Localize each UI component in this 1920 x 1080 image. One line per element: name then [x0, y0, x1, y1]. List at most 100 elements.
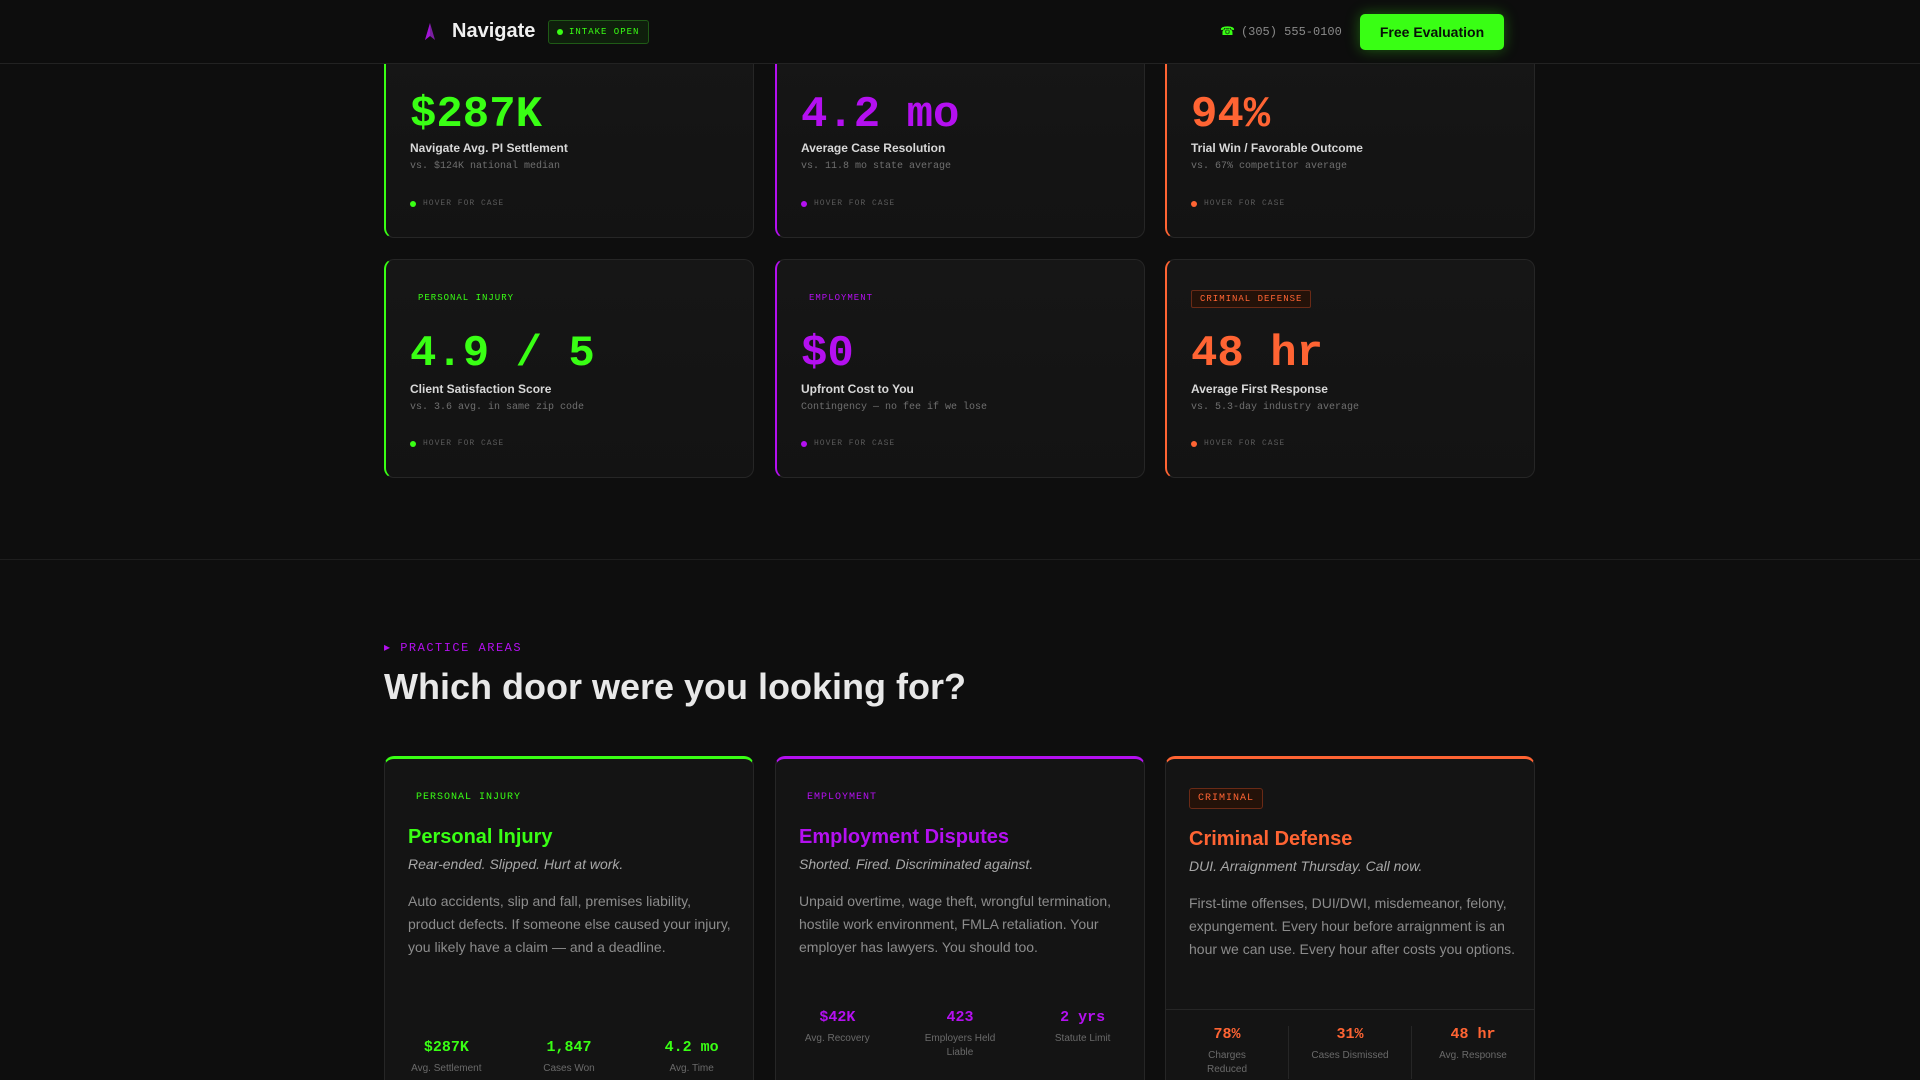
- practice-stat-value: 48 hr: [1450, 1026, 1496, 1043]
- section-divider: [0, 559, 1920, 560]
- hint-dot-icon: [410, 200, 416, 207]
- practice-description: First-time offenses, DUI/DWI, misdemeano…: [1189, 895, 1516, 957]
- practice-stats: $42K Avg. Recovery 423 Employers Held Li…: [776, 1009, 1144, 1060]
- hover-hint: HOVER FOR CASE: [1191, 199, 1285, 208]
- stat-card-trial-win[interactable]: 94% Trial Win / Favorable Outcome vs. 67…: [1165, 40, 1535, 238]
- stat-label: Navigate Avg. PI Settlement: [410, 141, 568, 155]
- category-tag: PERSONAL INJURY: [416, 792, 522, 803]
- stat-value: $287K: [410, 90, 543, 140]
- category-tag: CRIMINAL: [1189, 788, 1264, 809]
- practice-stat-label: Cases Dismissed: [1311, 1050, 1389, 1061]
- practice-stat: $287K Avg. Settlement: [385, 1039, 508, 1076]
- practice-stat: 4.2 mo Avg. Time: [630, 1039, 753, 1076]
- stat-card-first-response[interactable]: CRIMINAL DEFENSE 48 hr Average First Res…: [1165, 259, 1535, 478]
- stat-comparison: Contingency — no fee if we lose: [801, 402, 988, 413]
- practice-tagline: Rear-ended. Slipped. Hurt at work.: [408, 856, 624, 872]
- intake-status-label: INTAKE OPEN: [569, 27, 640, 37]
- practice-stat-label: Statute Limit: [1054, 1033, 1111, 1044]
- practice-stat-value: 31%: [1336, 1026, 1364, 1043]
- stat-value: 4.9 / 5: [410, 329, 595, 379]
- stat-card-satisfaction[interactable]: PERSONAL INJURY 4.9 / 5 Client Satisfact…: [384, 259, 754, 478]
- stat-comparison: vs. 3.6 avg. in same zip code: [410, 402, 585, 413]
- compass-icon[interactable]: [421, 22, 439, 42]
- practice-stat-value: 78%: [1213, 1026, 1241, 1043]
- practice-title[interactable]: Personal Injury: [408, 826, 553, 848]
- hover-hint-label: HOVER FOR CASE: [423, 439, 505, 448]
- hover-hint: HOVER FOR CASE: [801, 439, 895, 448]
- hover-hint: HOVER FOR CASE: [410, 439, 504, 448]
- practice-stat-value: $42K: [819, 1009, 856, 1026]
- hint-dot-icon: [410, 440, 416, 447]
- stat-value: 94%: [1191, 90, 1271, 140]
- status-dot-icon: [557, 29, 563, 35]
- category-tag: CRIMINAL DEFENSE: [1191, 290, 1312, 308]
- hover-hint: HOVER FOR CASE: [410, 199, 504, 208]
- practice-stat-label: Avg. Recovery: [804, 1033, 870, 1044]
- practice-stat-label: Cases Won: [543, 1063, 595, 1074]
- free-evaluation-button[interactable]: Free Evaluation: [1360, 14, 1504, 50]
- practice-card-personal-injury[interactable]: PERSONAL INJURY Personal Injury Rear-end…: [384, 756, 754, 1080]
- category-tag: EMPLOYMENT: [809, 293, 874, 303]
- practice-stat: 78% Charges Reduced: [1166, 1026, 1288, 1079]
- site-header: Navigate INTAKE OPEN ☎ (305) 555-0100 Fre…: [0, 0, 1920, 64]
- practice-stat-value: 2 yrs: [1060, 1009, 1106, 1026]
- hover-hint: HOVER FOR CASE: [1191, 439, 1285, 448]
- hint-dot-icon: [801, 200, 807, 207]
- practice-stat: 48 hr Avg. Response: [1411, 1026, 1534, 1079]
- practice-stats: 78% Charges Reduced 31% Cases Dismissed …: [1166, 1009, 1534, 1079]
- stat-comparison: vs. 5.3-day industry average: [1191, 402, 1360, 413]
- practice-description: Auto accidents, slip and fall, premises …: [408, 893, 731, 955]
- practice-stat-value: 423: [946, 1009, 974, 1026]
- hover-hint-label: HOVER FOR CASE: [423, 199, 505, 208]
- stat-value: $0: [801, 329, 854, 379]
- stat-label: Upfront Cost to You: [801, 382, 914, 396]
- stat-label: Average Case Resolution: [801, 141, 946, 155]
- practice-stat: 423 Employers Held Liable: [899, 1009, 1022, 1060]
- practice-tagline: Shorted. Fired. Discriminated against.: [799, 856, 1034, 872]
- phone-number: (305) 555-0100: [1240, 25, 1342, 39]
- hint-dot-icon: [1191, 440, 1197, 447]
- hint-dot-icon: [1191, 200, 1197, 207]
- stat-label: Trial Win / Favorable Outcome: [1191, 141, 1363, 155]
- practice-stat-value: 4.2 mo: [664, 1039, 719, 1056]
- practice-stat-value: 1,847: [546, 1039, 592, 1056]
- hover-hint-label: HOVER FOR CASE: [814, 199, 896, 208]
- hover-hint-label: HOVER FOR CASE: [1204, 199, 1286, 208]
- stat-card-settlement[interactable]: $287K Navigate Avg. PI Settlement vs. $1…: [384, 40, 754, 238]
- practice-card-employment[interactable]: EMPLOYMENT Employment Disputes Shorted. …: [775, 756, 1145, 1080]
- stat-label: Client Satisfaction Score: [410, 382, 552, 396]
- hover-hint-label: HOVER FOR CASE: [1204, 439, 1286, 448]
- practice-card-criminal[interactable]: CRIMINAL Criminal Defense DUI. Arraignme…: [1165, 756, 1535, 1080]
- hint-dot-icon: [801, 440, 807, 447]
- category-tag: PERSONAL INJURY: [418, 293, 515, 303]
- category-tag: EMPLOYMENT: [807, 792, 878, 803]
- hover-hint-label: HOVER FOR CASE: [814, 439, 896, 448]
- hover-hint: HOVER FOR CASE: [801, 199, 895, 208]
- practice-stat-label: Avg. Settlement: [411, 1063, 482, 1074]
- practice-title[interactable]: Employment Disputes: [799, 826, 1010, 848]
- stat-label: Average First Response: [1191, 382, 1328, 396]
- practice-stat-label: Employers Held Liable: [924, 1033, 996, 1058]
- stat-card-upfront-cost[interactable]: EMPLOYMENT $0 Upfront Cost to You Contin…: [775, 259, 1145, 478]
- practice-stats: $287K Avg. Settlement 1,847 Cases Won 4.…: [385, 1039, 753, 1076]
- section-eyebrow: ▸ PRACTICE AREAS: [384, 641, 523, 655]
- section-title: Which door were you looking for?: [384, 666, 966, 707]
- practice-tagline: DUI. Arraignment Thursday. Call now.: [1189, 858, 1423, 874]
- phone-icon: ☎: [1220, 24, 1235, 38]
- practice-description: Unpaid overtime, wage theft, wrongful te…: [799, 893, 1112, 955]
- intake-status-badge: INTAKE OPEN: [548, 20, 650, 44]
- practice-stat-label: Charges Reduced: [1206, 1050, 1248, 1075]
- practice-stat-label: Avg. Response: [1439, 1050, 1507, 1061]
- stat-comparison: vs. $124K national median: [410, 161, 561, 172]
- stat-card-resolution[interactable]: 4.2 mo Average Case Resolution vs. 11.8 …: [775, 40, 1145, 238]
- stat-comparison: vs. 67% competitor average: [1191, 161, 1348, 172]
- practice-stat-value: $287K: [423, 1039, 469, 1056]
- phone-link[interactable]: ☎ (305) 555-0100: [1220, 24, 1342, 39]
- practice-stat: 31% Cases Dismissed: [1288, 1026, 1411, 1079]
- practice-title[interactable]: Criminal Defense: [1189, 828, 1353, 850]
- practice-stat: $42K Avg. Recovery: [776, 1009, 899, 1060]
- stat-value: 48 hr: [1191, 329, 1324, 379]
- stat-value: 4.2 mo: [801, 90, 960, 140]
- practice-stat: 1,847 Cases Won: [508, 1039, 631, 1076]
- brand-name[interactable]: Navigate: [452, 20, 536, 42]
